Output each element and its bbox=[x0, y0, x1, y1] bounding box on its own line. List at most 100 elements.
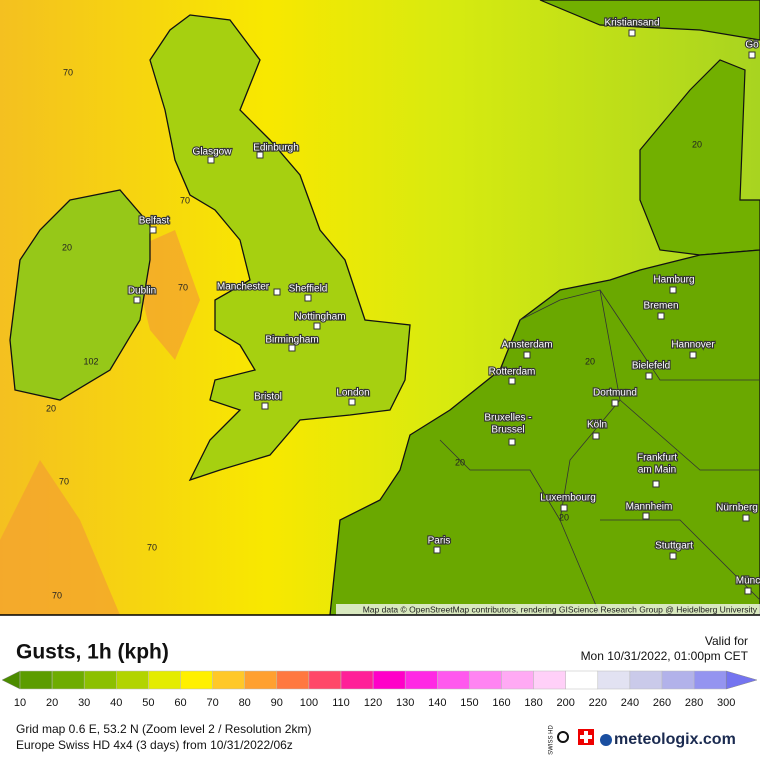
bar-segment bbox=[116, 670, 149, 690]
bar-segment bbox=[565, 670, 599, 690]
attribution-bg bbox=[336, 604, 760, 615]
great-britain bbox=[149, 14, 411, 482]
bar-tick-label: 70 bbox=[206, 697, 218, 709]
valid-label: Valid for bbox=[705, 634, 748, 648]
bar-segment bbox=[661, 670, 695, 690]
bar-tick-label: 280 bbox=[685, 697, 703, 709]
attribution: Map data © OpenStreetMap contributors, r… bbox=[363, 604, 758, 614]
contour-label: 70 bbox=[147, 542, 157, 552]
city-label: Stuttgart bbox=[655, 541, 693, 552]
brand-logo bbox=[600, 734, 612, 746]
legend-title: Gusts, 1h (kph) bbox=[16, 641, 169, 664]
bar-tick-label: 100 bbox=[300, 697, 318, 709]
city-label: Bruxelles - bbox=[484, 413, 531, 424]
bar-tick-label: 10 bbox=[14, 697, 26, 709]
bar-segment bbox=[437, 670, 470, 690]
city-label: Mannheim bbox=[626, 502, 673, 513]
bar-tick-label: 30 bbox=[78, 697, 90, 709]
search-icon bbox=[557, 731, 569, 743]
city-dot bbox=[348, 398, 356, 406]
city-dot bbox=[313, 322, 321, 330]
city-dot bbox=[508, 438, 516, 446]
city-dot bbox=[207, 156, 215, 164]
bar-tick-label: 120 bbox=[364, 697, 382, 709]
city-dot bbox=[748, 51, 756, 59]
city-dot bbox=[669, 552, 677, 560]
city-dot bbox=[560, 504, 568, 512]
borders bbox=[439, 289, 760, 615]
badge: SWISS HD bbox=[549, 725, 555, 755]
bar-segment bbox=[83, 670, 117, 690]
valid-time: Mon 10/31/2022, 01:00pm CET bbox=[581, 649, 749, 663]
city-label: Paris bbox=[428, 536, 451, 547]
contour-labels: 70 70 70 20 102 20 70 70 70 20 20 20 20 bbox=[46, 67, 702, 600]
contour-label: 20 bbox=[585, 356, 595, 366]
city-dot bbox=[742, 514, 750, 522]
bar-segment bbox=[533, 670, 566, 690]
bar-segment bbox=[148, 670, 181, 690]
city-label: Bristol bbox=[254, 392, 282, 403]
contour-label: 70 bbox=[180, 195, 190, 205]
contour-label: 20 bbox=[62, 242, 72, 252]
city-label: Rotterdam bbox=[489, 367, 536, 378]
city-dot bbox=[592, 432, 600, 440]
scandinavia bbox=[539, 0, 760, 256]
bar-tick-label: 260 bbox=[653, 697, 671, 709]
contour-label: 70 bbox=[63, 67, 73, 77]
bar-segment bbox=[340, 670, 374, 690]
bar-tick-label: 160 bbox=[492, 697, 510, 709]
city-label: Birmingham bbox=[265, 335, 318, 346]
city-dot bbox=[433, 546, 441, 554]
bar-tick-label: 110 bbox=[332, 697, 350, 709]
bar-tick-label: 240 bbox=[621, 697, 639, 709]
bar-tick-label: 300 bbox=[717, 697, 735, 709]
city-label: am Main bbox=[638, 465, 676, 476]
bar-segment bbox=[629, 670, 663, 690]
city-label: Hannover bbox=[671, 340, 715, 351]
city-label: Münc bbox=[736, 576, 760, 587]
bar-tick-label: 140 bbox=[428, 697, 446, 709]
city-label: Bielefeld bbox=[632, 361, 670, 372]
bar-tick-label: 130 bbox=[396, 697, 414, 709]
bar-segment bbox=[212, 670, 245, 690]
city-dot bbox=[611, 399, 619, 407]
city-dot bbox=[744, 587, 752, 595]
city-label: Edinburgh bbox=[253, 143, 299, 154]
brand: meteologix.com bbox=[614, 731, 736, 748]
city-dot bbox=[523, 351, 531, 359]
bar-tick-label: 90 bbox=[271, 697, 283, 709]
city-label: Köln bbox=[587, 420, 607, 431]
contour-label: 20 bbox=[692, 139, 702, 149]
city-dot bbox=[669, 286, 677, 294]
bar-tick-label: 180 bbox=[524, 697, 542, 709]
bar-tick-label: 200 bbox=[557, 697, 575, 709]
city-label: Amsterdam bbox=[501, 340, 552, 351]
bar-tick-label: 80 bbox=[239, 697, 251, 709]
city-dot bbox=[508, 377, 516, 385]
bar-arrow-high bbox=[725, 670, 758, 690]
city-dot bbox=[133, 296, 141, 304]
city-label: Brussel bbox=[491, 425, 524, 436]
city-dot bbox=[149, 226, 157, 234]
city-label: Frankfurt bbox=[637, 453, 677, 464]
bar-segment bbox=[597, 670, 631, 690]
bar-segment bbox=[501, 670, 534, 690]
city-label: Nottingham bbox=[294, 312, 345, 323]
city-dot bbox=[304, 294, 312, 302]
contour-label: 20 bbox=[559, 512, 569, 522]
color-bar: 10 20 30 40 50 60 70 80 90 100 110 120 130 140 150 160 1… bbox=[1, 670, 758, 709]
city-label: Kristiansand bbox=[604, 18, 659, 29]
city-label: Hamburg bbox=[653, 275, 694, 286]
contour-label: 20 bbox=[46, 403, 56, 413]
city-label: Sheffield bbox=[289, 284, 328, 295]
bar-segment bbox=[404, 670, 438, 690]
city-label: Belfast bbox=[139, 216, 170, 227]
city-dot bbox=[261, 402, 269, 410]
contour-label: 70 bbox=[52, 590, 62, 600]
bar-segment bbox=[19, 670, 53, 690]
bar-arrow-low bbox=[1, 670, 21, 690]
bar-segment bbox=[276, 670, 310, 690]
contour-label: 70 bbox=[178, 282, 188, 292]
